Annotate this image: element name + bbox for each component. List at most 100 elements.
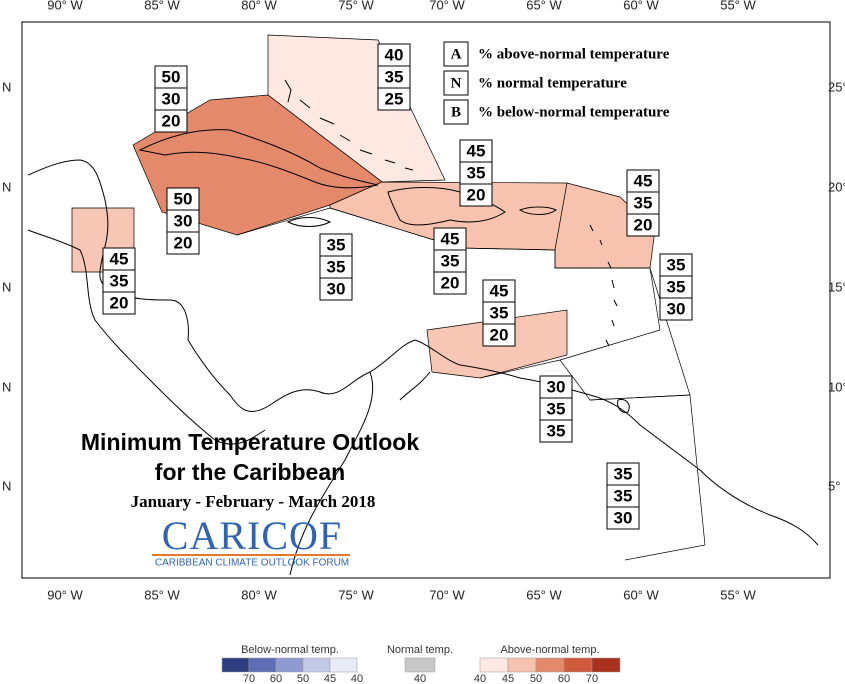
colorbar-swatch [507,657,537,673]
lesser-antilles [589,224,618,347]
colorbar-swatch [404,657,436,673]
colorbar-swatch [591,657,621,673]
prob-value: 20 [110,293,129,312]
prob-value: 20 [162,111,181,130]
key-letter: A [451,46,462,62]
prob-value: 45 [467,141,486,160]
colorbar-tick: 70 [586,673,598,684]
prob-value: 30 [162,89,181,108]
title: Minimum Temperature Outlook [81,429,419,455]
colorbar-swatch [563,657,593,673]
prob-value: 20 [441,273,460,292]
south-america [289,339,819,576]
prob-value: 20 [634,215,653,234]
prob-value: 35 [467,163,486,182]
prob-cell [606,506,640,530]
prob-value: 35 [327,235,346,254]
probability-boxes: 40 35 25 50 30 20 50 30 20 45 35 20 35 35 30 45 35 20 45 35… [102,43,693,530]
prob-value: 40 [385,45,404,64]
region-layer [71,34,706,561]
lat-label-left: N [2,379,11,394]
prob-value: 30 [327,279,346,298]
key-letter-box [443,41,469,67]
colorbar-tick: 60 [270,673,282,684]
trinidad [617,399,630,413]
prob-value: 35 [441,251,460,270]
lon-label-bottom: 55° W [720,587,756,602]
prob-cell [659,297,693,321]
colorbar-tick: 50 [297,673,309,684]
prob-cell [154,109,188,133]
lat-label-left: N [2,179,11,194]
lat-label-right: 10° [828,379,845,394]
lat-label-left: N [2,79,11,94]
prob-value: 35 [110,271,129,290]
key-text: % normal temperature [478,75,627,91]
lon-label-bottom: 75° W [338,587,374,602]
prob-cell [482,323,516,347]
jamaica [286,217,332,227]
lat-label-right: 20° [828,179,845,194]
prob-value: 20 [174,233,193,252]
colorbar-swatch [479,657,509,673]
colorbar-tick: 45 [324,673,336,684]
colorbar-swatch [535,657,565,673]
lat-label-left: N [2,478,11,493]
prob-value: 35 [385,67,404,86]
prob-value: 35 [614,486,633,505]
region-outline [589,394,706,561]
lon-label-top: 70° W [429,0,465,12]
lon-label-bottom: 90° W [47,587,83,602]
prob-value: 35 [547,399,566,418]
prob-value: 35 [614,464,633,483]
prob-cell [102,291,136,315]
bahamas [284,79,414,171]
prob-cell [626,213,660,237]
key-letter-box [443,70,469,96]
prob-value: 35 [490,303,509,322]
colorbar-label: Normal temp. [387,644,453,656]
key-letter: B [451,104,461,120]
prob-value: 35 [634,193,653,212]
map-frame [21,21,831,579]
cuba [138,129,379,189]
colorbar-label: Below-normal temp. [241,644,339,656]
region-outline [236,207,661,379]
lon-label-bottom: 70° W [429,587,465,602]
colorbar-swatch [248,657,277,673]
lat-label-right: 25° [828,79,845,94]
prob-value: 50 [174,189,193,208]
lat-label-right: 15° [828,279,845,294]
prob-value: 50 [162,67,181,86]
prob-value: 45 [441,229,460,248]
prob-value: 30 [547,377,566,396]
prob-cell [319,277,353,301]
lat-label-right: 5° [828,478,840,493]
lon-label-top: 90° W [47,0,83,12]
prob-value: 20 [467,185,486,204]
colorbar-tick: 60 [558,673,570,684]
colorbar-tick: 40 [414,673,426,684]
key-text: % above-normal temperature [478,46,670,62]
prob-value: 25 [385,89,404,108]
prob-value: 20 [490,325,509,344]
prob-value: 35 [547,421,566,440]
colorbar-tick: 40 [474,673,486,684]
lon-label-bottom: 60° W [623,587,659,602]
lon-label-top: 85° W [144,0,180,12]
colorbar-swatch [275,657,304,673]
key-letter-box [443,99,469,125]
prob-value: 30 [174,211,193,230]
prob-value: 35 [667,255,686,274]
coastlines [27,79,819,576]
colorbar: Below-normal temp. 70 60 50 45 40 Normal temp.… [221,644,621,684]
colorbar-swatch [302,657,331,673]
prob-cell [433,271,467,295]
axis-labels: 90° W 90° W 85° W 85° W 80° W 80° W 75° W 75° W… [2,0,845,602]
logo-subtitle: CARIBBEAN CLIMATE OUTLOOK FORUM [155,558,349,569]
colorbar-swatch [221,657,250,673]
prob-value: 45 [634,171,653,190]
period: January - February - March 2018 [131,492,376,511]
